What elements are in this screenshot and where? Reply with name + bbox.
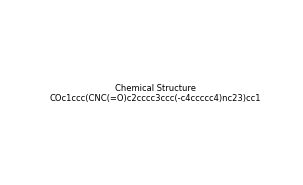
Text: Chemical Structure
COc1ccc(CNC(=O)c2cccc3ccc(-c4ccccc4)nc23)cc1: Chemical Structure COc1ccc(CNC(=O)c2cccc… bbox=[49, 84, 261, 103]
